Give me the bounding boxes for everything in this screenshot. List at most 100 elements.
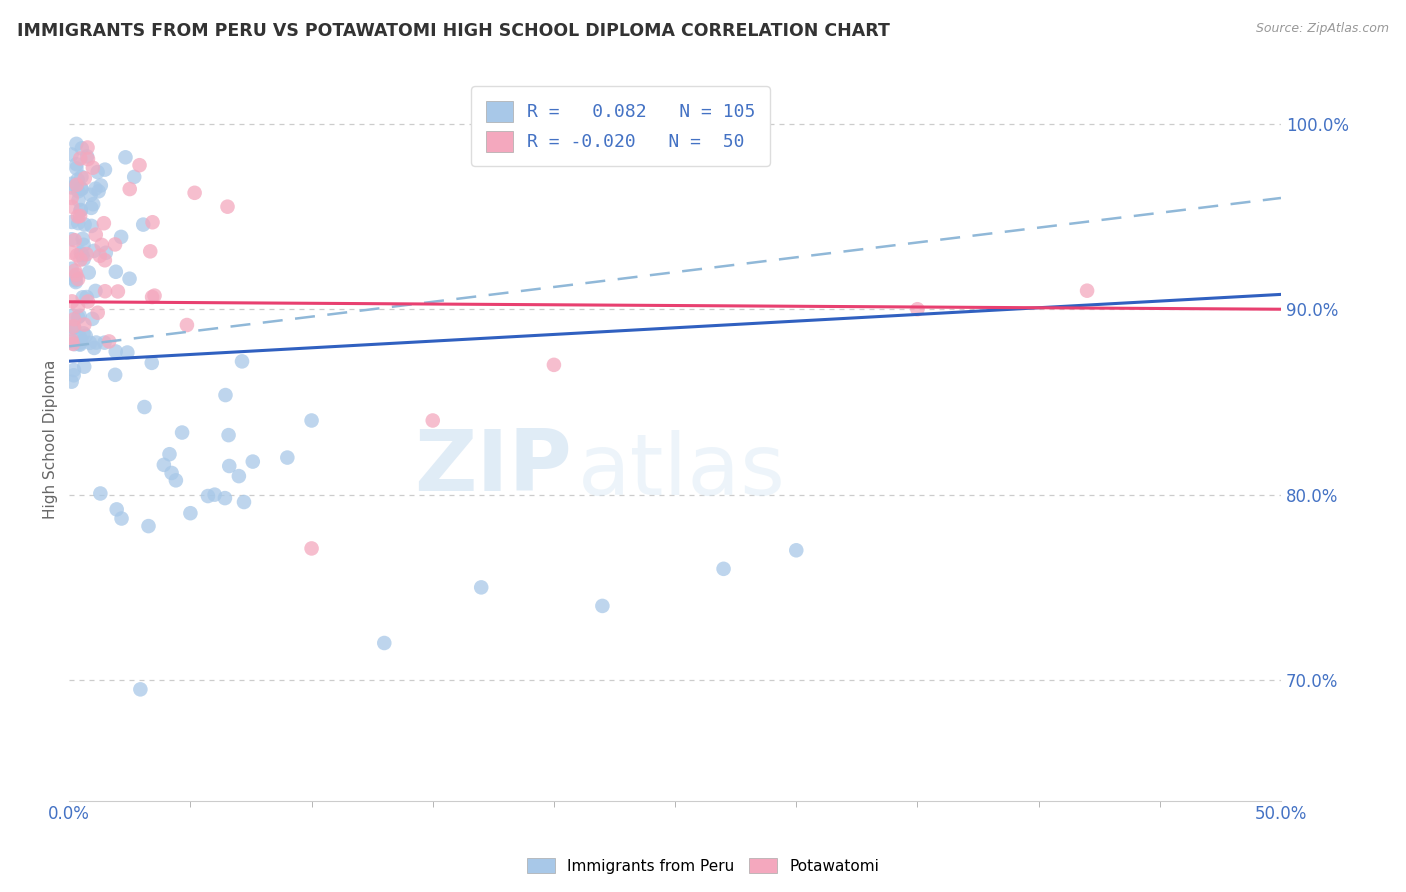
Point [82, 161, 104, 175]
Point [65, 269, 87, 284]
Y-axis label: High School Diploma: High School Diploma [44, 359, 58, 519]
Point [65, 268, 87, 282]
Point [231, 354, 253, 368]
Point [129, 682, 152, 697]
Point [94, 285, 117, 299]
Point [69, 337, 91, 351]
Point [301, 541, 323, 556]
Point [79, 187, 101, 202]
Text: IMMIGRANTS FROM PERU VS POTAWATOMI HIGH SCHOOL DIPLOMA CORRELATION CHART: IMMIGRANTS FROM PERU VS POTAWATOMI HIGH … [17, 22, 890, 40]
Point [72, 232, 94, 246]
Point [110, 230, 132, 244]
Point [84, 335, 107, 350]
Point [83, 244, 105, 258]
Text: atlas: atlas [578, 430, 786, 513]
Point [1076, 284, 1098, 298]
Point [141, 215, 163, 229]
Point [179, 506, 201, 520]
Point [132, 218, 155, 232]
Point [66, 172, 89, 186]
Point [110, 511, 132, 525]
Point [63, 233, 86, 247]
Legend: Immigrants from Peru, Potawatomi: Immigrants from Peru, Potawatomi [522, 852, 884, 880]
Point [160, 466, 183, 480]
Point [104, 265, 127, 279]
Point [105, 502, 128, 516]
Point [197, 489, 219, 503]
Point [98, 334, 121, 349]
Point [70, 141, 93, 155]
Point [93, 216, 115, 230]
Point [66, 248, 89, 262]
Point [117, 345, 139, 359]
Point [60, 334, 83, 349]
Point [141, 356, 163, 370]
Point [70, 202, 93, 217]
Point [77, 266, 100, 280]
Point [470, 580, 492, 594]
Point [60, 191, 83, 205]
Point [72, 248, 94, 262]
Point [80, 219, 103, 233]
Point [60, 322, 83, 336]
Point [83, 341, 105, 355]
Point [67, 272, 90, 286]
Point [62, 309, 84, 323]
Point [94, 253, 117, 268]
Point [90, 178, 112, 193]
Point [143, 288, 166, 302]
Point [90, 238, 112, 252]
Point [67, 216, 90, 230]
Point [70, 169, 93, 184]
Point [84, 181, 107, 195]
Point [128, 158, 150, 172]
Point [122, 169, 145, 184]
Point [63, 363, 86, 377]
Point [214, 388, 236, 402]
Point [172, 425, 194, 440]
Point [422, 413, 444, 427]
Point [67, 310, 90, 325]
Point [63, 263, 86, 277]
Point [301, 413, 323, 427]
Point [76, 140, 98, 154]
Point [70, 182, 93, 196]
Point [139, 244, 162, 259]
Point [183, 186, 205, 200]
Point [159, 447, 181, 461]
Point [89, 486, 111, 500]
Point [94, 245, 117, 260]
Point [73, 171, 96, 186]
Point [785, 543, 807, 558]
Point [62, 319, 84, 334]
Point [214, 491, 236, 505]
Point [73, 318, 96, 332]
Point [72, 237, 94, 252]
Point [70, 245, 93, 260]
Point [63, 337, 86, 351]
Point [153, 458, 176, 472]
Point [217, 200, 239, 214]
Point [73, 218, 96, 232]
Point [82, 311, 104, 326]
Point [76, 290, 98, 304]
Point [77, 152, 100, 166]
Point [60, 375, 83, 389]
Text: Source: ZipAtlas.com: Source: ZipAtlas.com [1256, 22, 1389, 36]
Point [86, 306, 108, 320]
Point [543, 358, 565, 372]
Point [65, 136, 87, 151]
Point [134, 400, 156, 414]
Point [138, 519, 160, 533]
Point [72, 326, 94, 341]
Point [94, 162, 117, 177]
Point [176, 318, 198, 332]
Point [62, 336, 84, 351]
Point [77, 294, 100, 309]
Point [76, 149, 98, 163]
Point [60, 333, 83, 347]
Point [373, 636, 395, 650]
Point [79, 335, 101, 350]
Point [591, 599, 613, 613]
Point [63, 312, 86, 326]
